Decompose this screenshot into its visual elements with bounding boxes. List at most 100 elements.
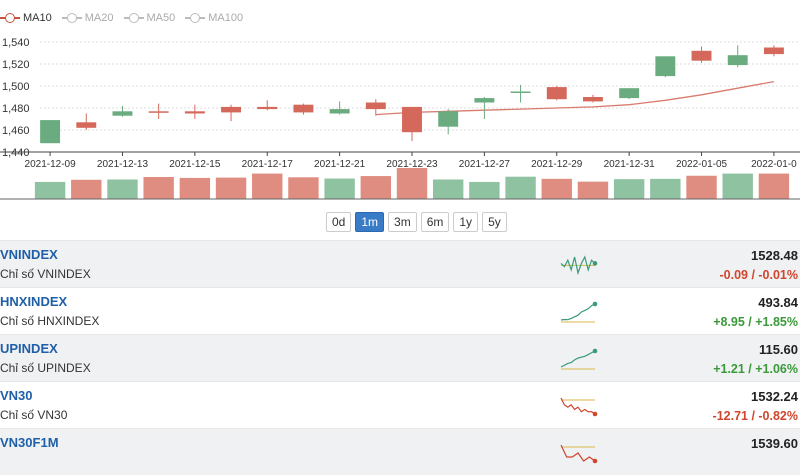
x-tick-label: 2022-01-0	[751, 159, 797, 170]
range-button-5y[interactable]: 5y	[482, 212, 507, 232]
range-button-0d[interactable]: 0d	[326, 212, 352, 232]
candle-body	[474, 98, 495, 103]
candle-body	[402, 106, 422, 133]
y-tick-label: 1,520	[2, 59, 30, 71]
candle-body	[438, 111, 459, 127]
time-range-selector: 0d 1m 3m 6m 1y 5y	[326, 212, 507, 232]
sparkline-chart	[560, 348, 598, 370]
x-tick-label: 2021-12-29	[531, 159, 583, 170]
legend-marker-icon	[61, 12, 82, 24]
legend-item-ma100[interactable]: MA100	[185, 12, 243, 24]
volume-bar	[179, 177, 211, 199]
candle-body	[293, 104, 314, 113]
volume-bar	[288, 177, 319, 199]
candle-body	[727, 55, 748, 66]
sparkline-path	[560, 350, 596, 368]
x-tick-label: 2021-12-31	[604, 159, 656, 170]
range-button-6m[interactable]: 6m	[420, 212, 450, 232]
sparkline-chart	[560, 397, 598, 417]
volume-bar	[758, 173, 790, 199]
y-tick-label: 1,480	[2, 103, 30, 115]
legend-label: MA10	[23, 12, 52, 24]
candle-body	[112, 111, 133, 116]
legend-label: MA50	[146, 12, 176, 24]
volume-bar	[577, 181, 609, 199]
volume-bar	[469, 181, 500, 199]
legend-item-ma10[interactable]: MA10	[0, 12, 52, 24]
index-description: Chỉ số UPINDEX	[0, 361, 91, 375]
legend-marker-icon	[185, 12, 206, 24]
candle-body	[655, 56, 676, 77]
volume-bar	[650, 178, 681, 199]
candle-body	[546, 87, 567, 100]
candle-body	[148, 111, 169, 113]
volume-bar	[143, 176, 174, 199]
index-symbol-link[interactable]: HNXINDEX	[0, 294, 68, 309]
candle-body	[619, 88, 640, 99]
range-button-1y[interactable]: 1y	[453, 212, 479, 232]
x-tick-label: 2021-12-13	[97, 159, 149, 170]
y-tick-label: 1,540	[2, 37, 30, 49]
chart-legend: MA10 MA20 MA50 MA100	[0, 8, 253, 28]
index-change: +1.21 / +1.06%	[713, 362, 798, 376]
index-row[interactable]: VN30F1M 1539.60	[0, 428, 800, 475]
index-row[interactable]: VNINDEX Chỉ số VNINDEX 1528.48 -0.09 / -0.0…	[0, 240, 800, 287]
legend-item-ma20[interactable]: MA20	[61, 12, 114, 24]
x-tick-label: 2021-12-23	[386, 159, 438, 170]
ma10-line	[375, 80, 775, 116]
range-button-3m[interactable]: 3m	[388, 212, 417, 232]
index-symbol-link[interactable]: VNINDEX	[0, 247, 58, 262]
index-change: -12.71 / -0.82%	[712, 409, 798, 423]
legend-label: MA20	[84, 12, 114, 24]
sparkline-endpoint	[592, 261, 598, 266]
sparkline-path	[560, 397, 596, 415]
candlestick-chart: 1,440 1,460 1,480 1,500 1,520 1,540 2021-12-09…	[0, 37, 800, 200]
legend-marker-icon	[123, 12, 144, 24]
sparkline-path	[560, 255, 596, 276]
volume-bar	[71, 179, 102, 199]
volume-bar	[324, 178, 355, 199]
candle-body	[365, 102, 386, 110]
index-price: 115.60	[758, 342, 798, 357]
candle-body	[510, 91, 531, 93]
index-symbol-link[interactable]: VN30	[0, 388, 33, 403]
volume-bar	[34, 181, 66, 199]
candle-body	[329, 109, 350, 114]
candle-body	[691, 50, 712, 61]
index-price: 1528.48	[751, 248, 798, 263]
sparkline-path	[560, 303, 596, 321]
index-symbol-link[interactable]: UPINDEX	[0, 341, 58, 356]
volume-bar	[107, 179, 138, 199]
volume-bar	[541, 178, 572, 199]
legend-label: MA100	[208, 12, 244, 24]
index-row[interactable]: HNXINDEX Chỉ số HNXINDEX 493.84 +8.95 / +1.…	[0, 287, 800, 334]
index-price: 493.84	[758, 295, 798, 310]
index-price: 1532.24	[751, 389, 798, 404]
volume-bar	[396, 168, 428, 199]
index-row[interactable]: VN30 Chỉ số VN30 1532.24 -12.71 / -0.82%	[0, 381, 800, 428]
candle-body	[221, 106, 241, 113]
index-description: Chỉ số VNINDEX	[0, 267, 91, 281]
candle-body	[76, 122, 97, 128]
volume-bar	[686, 175, 717, 199]
x-tick-label: 2021-12-09	[25, 159, 77, 170]
legend-item-ma50[interactable]: MA50	[123, 12, 176, 24]
sparkline-endpoint	[592, 458, 598, 464]
sparkline-chart	[560, 255, 598, 276]
x-tick-label: 2021-12-15	[169, 159, 221, 170]
legend-marker-icon	[0, 12, 20, 24]
index-symbol-link[interactable]: VN30F1M	[0, 435, 59, 450]
sparkline-endpoint	[592, 348, 598, 354]
index-row[interactable]: UPINDEX Chỉ số UPINDEX 115.60 +1.21 / +1.06…	[0, 334, 800, 381]
volume-bar	[432, 179, 464, 199]
index-change: -0.09 / -0.01%	[719, 268, 798, 282]
volume-bar	[722, 173, 753, 199]
volume-bar	[252, 173, 283, 199]
y-tick-label: 1,460	[2, 125, 30, 137]
y-tick-label: 1,440	[2, 147, 30, 159]
index-price: 1539.60	[751, 436, 798, 451]
volume-bar	[505, 176, 536, 199]
range-button-1m[interactable]: 1m	[355, 212, 385, 232]
candle-body	[583, 97, 603, 102]
volume-bar	[215, 177, 247, 199]
